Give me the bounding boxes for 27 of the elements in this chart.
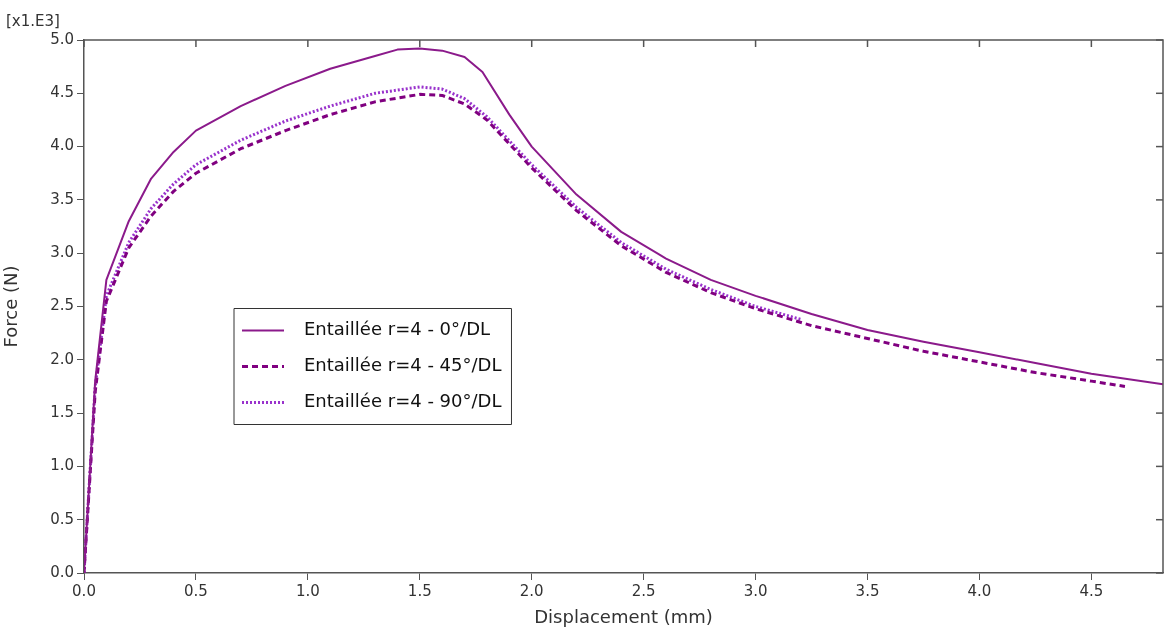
x-tick-label: 1.5	[407, 581, 432, 600]
y-tick-label: 3.5	[50, 189, 74, 208]
y-tick-label: 2.0	[50, 349, 74, 368]
legend-label: Entaillée r=4 - 45°/DL	[304, 354, 502, 376]
y-tick-label: 3.0	[50, 243, 74, 262]
x-tick-label: 2.0	[519, 581, 544, 600]
y-tick-label: 0.5	[50, 509, 74, 528]
x-tick-label: 3.0	[743, 581, 768, 600]
x-tick-label: 0.0	[72, 581, 96, 600]
y-tick-label: 1.0	[50, 456, 74, 475]
y-axis-title: Force (N)	[0, 265, 22, 348]
legend-label: Entaillée r=4 - 90°/DL	[304, 390, 502, 412]
y-tick-label: 2.5	[50, 296, 74, 315]
x-tick-label: 4.5	[1079, 581, 1104, 600]
x-tick-label: 3.5	[855, 581, 880, 600]
x-tick-label: 2.5	[631, 581, 656, 600]
x-tick-label: 0.5	[184, 581, 208, 600]
y-tick-label: 4.5	[50, 83, 74, 102]
x-tick-label: 1.0	[295, 581, 320, 600]
y-tick-label: 0.0	[50, 562, 74, 581]
x-tick-label: 4.0	[967, 581, 992, 600]
legend-label: Entaillée r=4 - 0°/DL	[304, 318, 491, 340]
text: [x1.E3]	[6, 12, 60, 31]
y-tick-label: 4.0	[50, 136, 74, 155]
y-tick-label: 5.0	[50, 29, 74, 48]
x-axis-title: Displacement (mm)	[534, 605, 713, 627]
y-tick-label: 1.5	[50, 402, 74, 421]
